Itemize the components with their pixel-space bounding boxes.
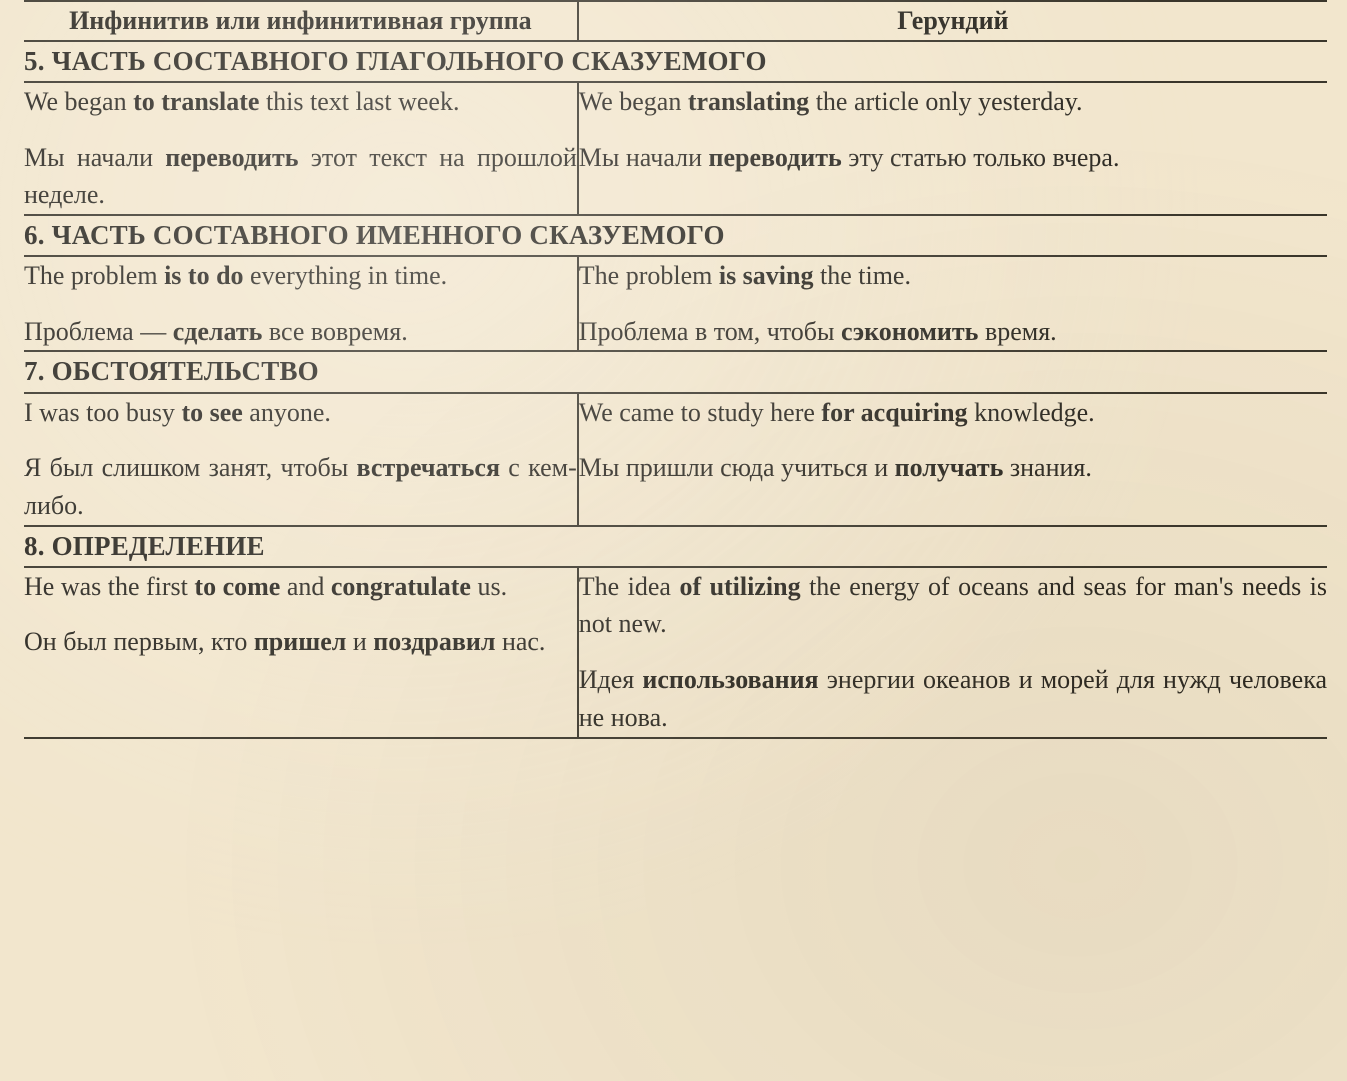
section-5-right-eng: We began translating the article only ye… bbox=[579, 83, 1327, 121]
section-6-left-rus: Проблема — сделать все вовремя. bbox=[24, 313, 577, 351]
section-6-left-eng: The problem is to do everything in time. bbox=[24, 257, 577, 295]
section-6-left-cell: The problem is to do everything in time.… bbox=[24, 256, 578, 351]
section-8-right-cell: The idea of utilizing the energy of ocea… bbox=[578, 567, 1327, 738]
section-7-right-eng: We came to study here for acquiring know… bbox=[579, 394, 1327, 432]
section-6-content-row: The problem is to do everything in time.… bbox=[24, 256, 1327, 351]
section-6-right-eng: The problem is saving the time. bbox=[579, 257, 1327, 295]
section-6-right-cell: The problem is saving the time. Проблема… bbox=[578, 256, 1327, 351]
section-8-left-eng: He was the first to come and congratulat… bbox=[24, 568, 577, 606]
section-8-left-cell: He was the first to come and congratulat… bbox=[24, 567, 578, 738]
section-5-title-row: 5. ЧАСТЬ СОСТАВНОГО ГЛАГОЛЬНОГО СКАЗУЕМО… bbox=[24, 41, 1327, 82]
section-5-content-row: We began to translate this text last wee… bbox=[24, 82, 1327, 215]
grammar-table: Инфинитив или инфинитивная группа Герунд… bbox=[24, 0, 1327, 739]
header-infinitive: Инфинитив или инфинитивная группа bbox=[24, 1, 578, 41]
section-7-content-row: I was too busy to see anyone. Я был слиш… bbox=[24, 393, 1327, 526]
section-8-right-eng: The idea of utilizing the energy of ocea… bbox=[579, 568, 1327, 643]
section-7-title-row: 7. ОБСТОЯТЕЛЬСТВО bbox=[24, 351, 1327, 392]
header-gerund: Герундий bbox=[578, 1, 1327, 41]
header-row: Инфинитив или инфинитивная группа Герунд… bbox=[24, 1, 1327, 41]
section-7-title: 7. ОБСТОЯТЕЛЬСТВО bbox=[24, 351, 1327, 392]
section-7-right-cell: We came to study here for acquiring know… bbox=[578, 393, 1327, 526]
section-7-left-rus: Я был слишком занят, чтобы встречаться с… bbox=[24, 449, 577, 524]
section-5-title: 5. ЧАСТЬ СОСТАВНОГО ГЛАГОЛЬНОГО СКАЗУЕМО… bbox=[24, 41, 1327, 82]
section-5-left-eng: We began to translate this text last wee… bbox=[24, 83, 577, 121]
section-6-right-rus: Проблема в том, чтобы сэкономить время. bbox=[579, 313, 1327, 351]
section-6-title: 6. ЧАСТЬ СОСТАВНОГО ИМЕННОГО СКАЗУЕМОГО bbox=[24, 215, 1327, 256]
section-7-left-cell: I was too busy to see anyone. Я был слиш… bbox=[24, 393, 578, 526]
section-5-left-rus: Мы начали переводить этот текст на прошл… bbox=[24, 139, 577, 214]
section-8-right-rus: Идея использования энергии океанов и мор… bbox=[579, 661, 1327, 736]
section-6-title-row: 6. ЧАСТЬ СОСТАВНОГО ИМЕННОГО СКАЗУЕМОГО bbox=[24, 215, 1327, 256]
section-5-right-rus: Мы начали переводить эту статью только в… bbox=[579, 139, 1327, 177]
section-7-right-rus: Мы пришли сюда учиться и получать знания… bbox=[579, 449, 1327, 487]
section-5-right-cell: We began translating the article only ye… bbox=[578, 82, 1327, 215]
section-7-left-eng: I was too busy to see anyone. bbox=[24, 394, 577, 432]
section-8-title: 8. ОПРЕДЕЛЕНИЕ bbox=[24, 526, 1327, 567]
section-5-left-cell: We began to translate this text last wee… bbox=[24, 82, 578, 215]
section-8-left-rus: Он был первым, кто пришел и поздравил на… bbox=[24, 623, 577, 661]
section-8-title-row: 8. ОПРЕДЕЛЕНИЕ bbox=[24, 526, 1327, 567]
section-8-content-row: He was the first to come and congratulat… bbox=[24, 567, 1327, 738]
